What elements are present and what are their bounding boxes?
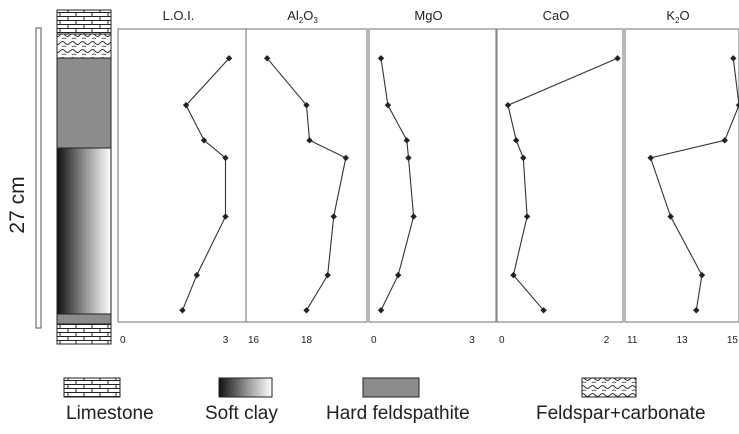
data-point-cao-1 (504, 101, 512, 109)
data-point-k2o-4 (667, 213, 674, 220)
data-point-l-o-i-0 (225, 55, 233, 62)
lithology-hard-feldspathite-upper (56, 57, 112, 149)
data-point-mgo-2 (403, 137, 410, 144)
legend-label-hard-feldspathite: Hard feldspathite (326, 403, 470, 424)
data-point-mgo-6 (377, 307, 385, 314)
tick-label-k2o-2: 15 (727, 335, 739, 346)
data-point-k2o-2 (721, 137, 728, 144)
depth-scale: 27 cm (6, 27, 42, 329)
data-point-k2o-5 (698, 271, 706, 279)
legend-swatch-soft-clay (218, 377, 273, 398)
panel-frame-l-o-i (117, 28, 248, 323)
data-point-cao-2 (512, 137, 520, 144)
data-point-cao-6 (540, 307, 547, 314)
data-point-al2o3-0 (263, 55, 271, 62)
lithology-limestone-top (56, 9, 112, 35)
data-point-mgo-0 (377, 55, 385, 62)
panel-title-cao: CaO (543, 8, 570, 23)
data-point-k2o-6 (693, 307, 700, 314)
panel-frame-mgo (368, 28, 497, 323)
panel-l-o-i: L.O.I. 0 3 (117, 8, 248, 346)
data-point-mgo-1 (384, 101, 392, 109)
data-point-k2o-1 (735, 101, 739, 109)
data-point-cao-5 (510, 271, 517, 279)
legend-label-limestone: Limestone (66, 403, 154, 424)
panel-mgo: MgO 0 3 (368, 8, 497, 346)
data-point-l-o-i-2 (200, 137, 208, 144)
data-point-cao-4 (523, 213, 531, 220)
lithology-feldspar-carbonate (56, 33, 112, 59)
data-point-cao-0 (614, 55, 621, 62)
data-point-l-o-i-3 (222, 154, 229, 162)
legend-swatch-hard-feldspathite (362, 377, 420, 398)
data-point-k2o-3 (647, 154, 654, 162)
data-point-l-o-i-1 (182, 101, 190, 109)
panel-title-l-o-i: L.O.I. (163, 8, 195, 23)
panel-al2o3: Al2O3 16 18 (245, 8, 368, 346)
data-point-mgo-3 (405, 154, 412, 162)
data-point-al2o3-4 (330, 213, 337, 220)
data-point-l-o-i-6 (179, 307, 186, 314)
legend-label-soft-clay: Soft clay (205, 403, 278, 424)
data-point-mgo-4 (410, 213, 417, 220)
data-point-cao-3 (520, 154, 527, 162)
data-point-l-o-i-5 (193, 271, 201, 279)
tick-label-l-o-i-1: 3 (223, 335, 229, 346)
panel-frame-k2o (624, 28, 739, 323)
panel-title-al2o3: Al2O3 (287, 8, 318, 25)
data-point-al2o3-5 (324, 271, 331, 279)
tick-label-al2o3-1: 18 (301, 335, 313, 346)
legend-item-feldspar-carbonate: Feldspar+carbonate (536, 377, 706, 424)
panel-title-k2o: K2O (666, 8, 689, 25)
tick-label-l-o-i-0: 0 (120, 335, 126, 346)
data-point-mgo-5 (394, 271, 402, 279)
panel-k2o: K2O 11 13 15 (624, 8, 739, 346)
tick-label-al2o3-0: 16 (248, 335, 260, 346)
panel-title-mgo: MgO (414, 8, 442, 23)
panel-frame-cao (496, 28, 624, 323)
panel-cao: CaO 0 2 (496, 8, 624, 346)
data-point-al2o3-2 (306, 137, 313, 144)
legend-swatch-limestone (63, 377, 121, 398)
legend-label-feldspar-carbonate: Feldspar+carbonate (536, 403, 706, 424)
lithology-limestone-bottom (56, 323, 112, 345)
depth-scale-bar (35, 27, 42, 329)
data-point-al2o3-1 (303, 101, 310, 109)
data-point-k2o-0 (730, 55, 737, 62)
legend: Limestone Soft clay Hard feldspathite Fe… (63, 377, 706, 424)
profile-panels: L.O.I. 0 3 Al2O3 16 18 MgO 0 3 CaO 0 2 K2O 11 13 15 (117, 8, 739, 346)
lithology-soft-clay (56, 147, 112, 315)
data-point-al2o3-6 (303, 307, 310, 314)
legend-swatch-feldspar-carbonate (581, 377, 637, 398)
panel-frame-al2o3 (245, 28, 368, 323)
depth-scale-label: 27 cm (6, 176, 29, 233)
tick-label-cao-1: 2 (604, 335, 610, 346)
data-point-l-o-i-4 (222, 213, 229, 220)
tick-label-cao-0: 0 (499, 335, 505, 346)
legend-item-hard-feldspathite: Hard feldspathite (326, 377, 470, 424)
tick-label-mgo-1: 3 (469, 335, 475, 346)
data-point-al2o3-3 (342, 154, 350, 162)
lithology-column (56, 9, 112, 345)
legend-item-limestone: Limestone (63, 377, 154, 424)
tick-label-k2o-0: 11 (627, 335, 638, 346)
tick-label-mgo-0: 0 (371, 335, 377, 346)
lithology-hard-feldspathite-lower (56, 313, 112, 325)
tick-label-k2o-1: 13 (676, 335, 688, 346)
legend-item-soft-clay: Soft clay (205, 377, 278, 424)
